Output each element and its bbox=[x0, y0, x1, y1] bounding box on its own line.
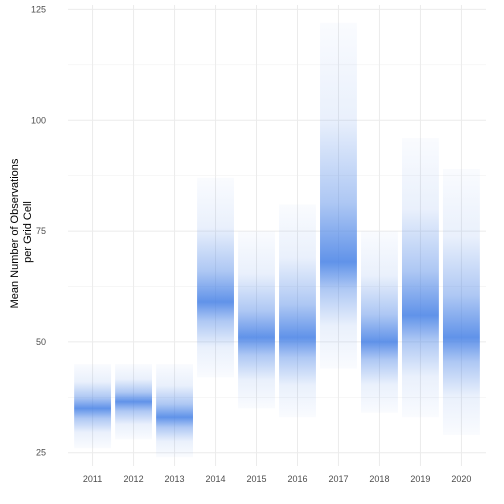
x-tick-label: 2020 bbox=[451, 474, 471, 484]
x-tick-label: 2012 bbox=[124, 474, 144, 484]
x-tick-label: 2014 bbox=[206, 474, 226, 484]
y-axis-label: Mean Number of Observations per Grid Cel… bbox=[9, 156, 34, 309]
x-tick-label: 2013 bbox=[165, 474, 185, 484]
y-axis-label-line-2: per Grid Cell bbox=[22, 201, 34, 263]
x-tick-label: 2019 bbox=[410, 474, 430, 484]
x-tick-label: 2017 bbox=[328, 474, 348, 484]
bar-2012 bbox=[115, 364, 153, 440]
y-tick-label: 25 bbox=[36, 448, 46, 458]
y-tick-label: 50 bbox=[36, 337, 46, 347]
y-tick-label: 125 bbox=[31, 4, 46, 14]
bar-2018 bbox=[361, 231, 398, 413]
y-tick-label: 75 bbox=[36, 226, 46, 236]
bar-2014 bbox=[197, 177, 234, 378]
bar-2019 bbox=[401, 137, 439, 418]
y-tick-label: 100 bbox=[31, 115, 46, 125]
x-axis-ticks: 2011 2012 2013 2014 2015 2016 2017 2018 2019 2020 bbox=[83, 474, 472, 484]
x-tick-label: 2011 bbox=[83, 474, 102, 484]
y-axis-ticks: 25 50 75 100 125 bbox=[31, 4, 46, 457]
bar-2020 bbox=[442, 169, 480, 435]
bar-2013 bbox=[156, 364, 193, 458]
x-tick-label: 2016 bbox=[287, 474, 307, 484]
bar-2015 bbox=[238, 231, 275, 409]
x-tick-label: 2015 bbox=[246, 474, 266, 484]
bars bbox=[74, 22, 480, 458]
bar-2016 bbox=[279, 204, 316, 418]
y-axis-label-line-1: Mean Number of Observations bbox=[9, 158, 21, 308]
x-tick-label: 2018 bbox=[369, 474, 389, 484]
bar-2017 bbox=[320, 22, 357, 369]
bar-2011 bbox=[74, 364, 112, 449]
